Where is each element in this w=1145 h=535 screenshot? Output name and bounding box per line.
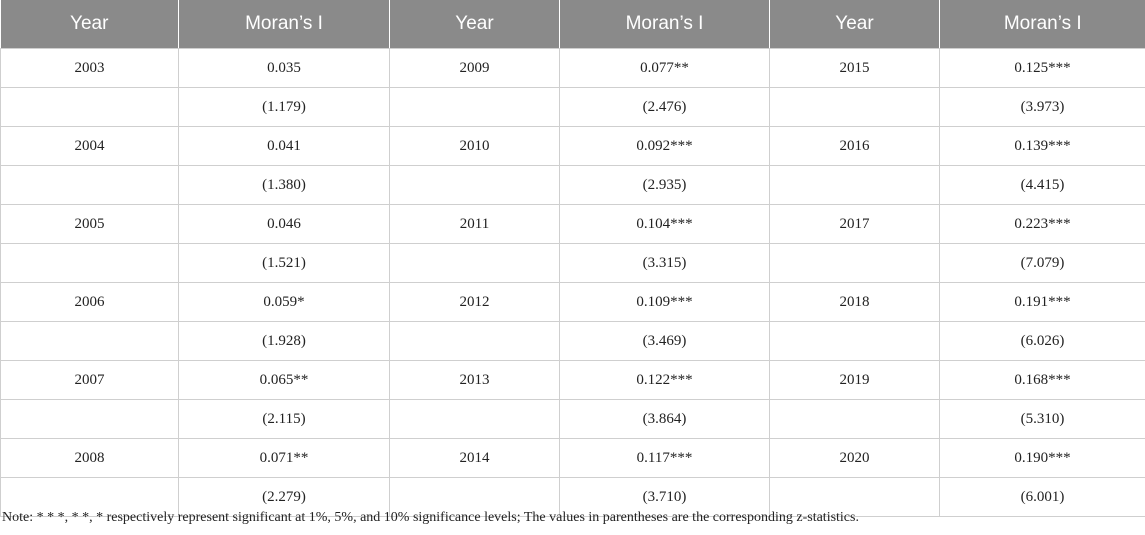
header-row: Year Moran’s I Year Moran’s I Year Moran… — [0, 0, 1145, 49]
table-body: 2003 0.035 2009 0.077** 2015 0.125*** (1.179)(… — [0, 48, 1145, 517]
header-year-2: Year — [389, 0, 560, 49]
cell-morans-i-3: (3.973) — [939, 87, 1145, 127]
cell-morans-i-2: (3.710) — [559, 477, 770, 517]
cell-morans-i-1: 0.071** — [178, 438, 390, 478]
table-row-zstat: (2.279) (3.710) (6.001) — [0, 477, 1145, 517]
cell-year-1 — [0, 87, 179, 127]
table-header: Year Moran’s I Year Moran’s I Year Moran… — [0, 0, 1145, 49]
cell-year-1: 2008 — [0, 438, 179, 478]
cell-year-3: 2015 — [769, 48, 940, 88]
cell-year-3 — [769, 399, 940, 439]
cell-year-2: 2013 — [389, 360, 560, 400]
cell-morans-i-2: 0.122*** — [559, 360, 770, 400]
header-morans-i-3: Moran’s I — [939, 0, 1145, 49]
cell-morans-i-1: 0.035 — [178, 48, 390, 88]
cell-year-3: 2016 — [769, 126, 940, 166]
cell-morans-i-2: 0.109*** — [559, 282, 770, 322]
table-row-value: 2004 0.041 2010 0.092*** 2016 0.139*** — [0, 126, 1145, 166]
cell-year-3 — [769, 477, 940, 517]
cell-morans-i-2: 0.117*** — [559, 438, 770, 478]
cell-morans-i-3: (4.415) — [939, 165, 1145, 205]
cell-morans-i-3: 0.190*** — [939, 438, 1145, 478]
cell-year-1: 2004 — [0, 126, 179, 166]
table-row-value: 2006 0.059* 2012 0.109*** 2018 0.191*** — [0, 282, 1145, 322]
cell-year-1 — [0, 243, 179, 283]
cell-year-3 — [769, 165, 940, 205]
cell-year-1: 2007 — [0, 360, 179, 400]
morans-i-table: Year Moran’s I Year Moran’s I Year Moran… — [0, 0, 1145, 517]
cell-year-2: 2010 — [389, 126, 560, 166]
cell-year-2 — [389, 87, 560, 127]
cell-morans-i-2: 0.104*** — [559, 204, 770, 244]
table-row-value: 2003 0.035 2009 0.077** 2015 0.125*** — [0, 48, 1145, 88]
cell-morans-i-1: (1.521) — [178, 243, 390, 283]
cell-year-3: 2018 — [769, 282, 940, 322]
cell-morans-i-1: 0.041 — [178, 126, 390, 166]
cell-year-3 — [769, 321, 940, 361]
cell-morans-i-3: 0.168*** — [939, 360, 1145, 400]
cell-morans-i-2: 0.092*** — [559, 126, 770, 166]
cell-morans-i-1: (2.115) — [178, 399, 390, 439]
cell-year-2: 2011 — [389, 204, 560, 244]
cell-morans-i-3: 0.125*** — [939, 48, 1145, 88]
cell-morans-i-3: 0.223*** — [939, 204, 1145, 244]
cell-year-2 — [389, 477, 560, 517]
cell-morans-i-1: 0.059* — [178, 282, 390, 322]
cell-year-1 — [0, 399, 179, 439]
header-morans-i-1: Moran’s I — [178, 0, 390, 49]
cell-morans-i-1: 0.065** — [178, 360, 390, 400]
cell-morans-i-1: 0.046 — [178, 204, 390, 244]
cell-year-3: 2020 — [769, 438, 940, 478]
cell-year-1 — [0, 477, 179, 517]
cell-year-3 — [769, 87, 940, 127]
cell-year-1: 2005 — [0, 204, 179, 244]
cell-morans-i-3: (6.001) — [939, 477, 1145, 517]
cell-morans-i-2: (3.469) — [559, 321, 770, 361]
header-year-1: Year — [0, 0, 179, 49]
table-row-zstat: (2.115) (3.864) (5.310) — [0, 399, 1145, 439]
cell-morans-i-3: 0.191*** — [939, 282, 1145, 322]
table-row-value: 2007 0.065** 2013 0.122*** 2019 0.168*** — [0, 360, 1145, 400]
cell-year-2 — [389, 165, 560, 205]
cell-morans-i-1: (1.380) — [178, 165, 390, 205]
cell-year-2 — [389, 321, 560, 361]
cell-morans-i-1: (1.928) — [178, 321, 390, 361]
cell-year-1 — [0, 165, 179, 205]
table-row-zstat: (1.179) (2.476) (3.973) — [0, 87, 1145, 127]
table-row-value: 2008 0.071** 2014 0.117*** 2020 0.190*** — [0, 438, 1145, 478]
cell-morans-i-3: 0.139*** — [939, 126, 1145, 166]
cell-morans-i-3: (6.026) — [939, 321, 1145, 361]
cell-year-2: 2009 — [389, 48, 560, 88]
header-year-3: Year — [769, 0, 940, 49]
cell-year-3 — [769, 243, 940, 283]
table-row-value: 2005 0.046 2011 0.104*** 2017 0.223*** — [0, 204, 1145, 244]
cell-morans-i-1: (2.279) — [178, 477, 390, 517]
cell-morans-i-2: (2.935) — [559, 165, 770, 205]
table-row-zstat: (1.521) (3.315) (7.079) — [0, 243, 1145, 283]
cell-year-1: 2006 — [0, 282, 179, 322]
table-row-zstat: (1.928) (3.469) (6.026) — [0, 321, 1145, 361]
cell-morans-i-2: 0.077** — [559, 48, 770, 88]
cell-morans-i-3: (5.310) — [939, 399, 1145, 439]
cell-year-1 — [0, 321, 179, 361]
cell-year-2: 2014 — [389, 438, 560, 478]
table-note: Note: * * *, * *, * respectively represe… — [2, 510, 859, 525]
cell-morans-i-2: (3.864) — [559, 399, 770, 439]
cell-year-2 — [389, 243, 560, 283]
table-row-zstat: (1.380) (2.935) (4.415) — [0, 165, 1145, 205]
cell-year-2 — [389, 399, 560, 439]
header-morans-i-2: Moran’s I — [559, 0, 770, 49]
cell-morans-i-1: (1.179) — [178, 87, 390, 127]
cell-year-3: 2017 — [769, 204, 940, 244]
cell-morans-i-2: (3.315) — [559, 243, 770, 283]
cell-year-3: 2019 — [769, 360, 940, 400]
cell-year-1: 2003 — [0, 48, 179, 88]
cell-year-2: 2012 — [389, 282, 560, 322]
cell-morans-i-2: (2.476) — [559, 87, 770, 127]
cell-morans-i-3: (7.079) — [939, 243, 1145, 283]
